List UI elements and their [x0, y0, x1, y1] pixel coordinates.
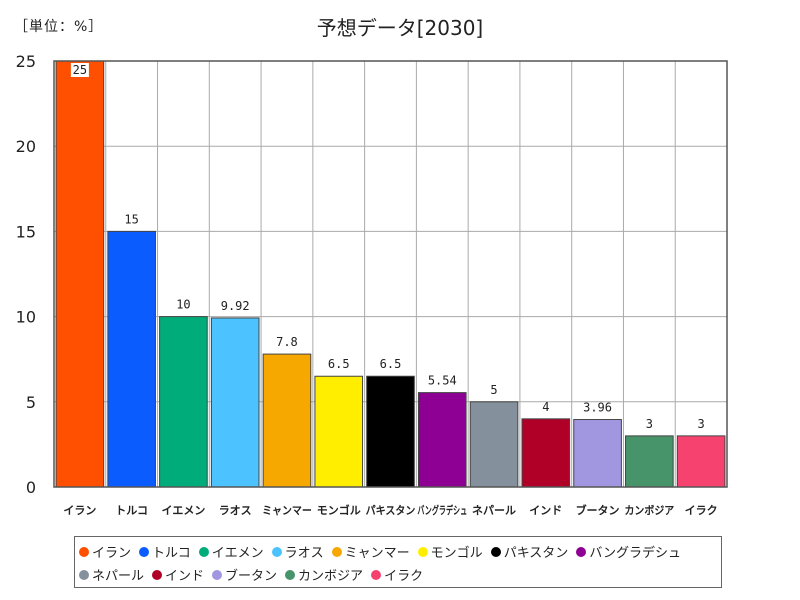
- bar: [521, 418, 571, 488]
- x-tick-label: トルコ: [115, 504, 148, 517]
- plot-frame: [53, 60, 728, 488]
- value-label-bg: [70, 63, 89, 77]
- legend-swatch: [198, 546, 209, 557]
- value-label: 5.54: [428, 374, 457, 388]
- value-label: 9.92: [221, 299, 250, 313]
- value-label: 5: [490, 383, 497, 397]
- value-label: 3: [697, 417, 704, 431]
- x-tick-label: イラク: [685, 504, 718, 517]
- y-tick-label: 10: [16, 308, 36, 327]
- value-label: 4: [542, 400, 549, 414]
- legend-item: パキスタン: [490, 540, 569, 563]
- legend-swatch: [331, 546, 342, 557]
- legend-label: ブータン: [225, 569, 278, 584]
- value-label: 6.5: [380, 357, 402, 371]
- x-tick-label: インド: [529, 504, 562, 517]
- bar: [417, 392, 467, 488]
- value-label: 10: [176, 298, 190, 312]
- bar: [107, 230, 156, 488]
- x-tick-label: バングラデシュ: [417, 503, 467, 517]
- bar: [210, 317, 260, 488]
- legend-item: ミャンマー: [331, 540, 410, 563]
- bar: [366, 375, 415, 488]
- legend-swatch: [490, 546, 501, 557]
- legend-item: モンゴル: [417, 540, 483, 563]
- legend-swatch: [285, 569, 296, 580]
- legend-swatch: [371, 569, 382, 580]
- x-tick-label: ラオス: [219, 504, 252, 517]
- legend-swatch: [152, 569, 163, 580]
- legend-label: ネパール: [92, 569, 145, 584]
- y-axis-ticks: 0 5 10 15 20 25: [16, 52, 36, 497]
- legend-item: ラオス: [271, 540, 324, 563]
- legend-swatch: [79, 546, 89, 557]
- chart-title: 予想データ[2030]: [316, 16, 484, 40]
- legend-swatch: [417, 546, 428, 557]
- unit-label: ［単位：%］: [14, 19, 104, 35]
- bar: [469, 401, 519, 488]
- legend-label: イエメン: [211, 546, 264, 561]
- legend-swatch: [576, 546, 587, 557]
- legend-item: インド: [152, 563, 204, 586]
- legend-label: パキスタン: [503, 546, 569, 561]
- legend-label: トルコ: [152, 546, 191, 561]
- value-label: 15: [124, 212, 138, 226]
- legend-label: ミャンマー: [344, 546, 410, 561]
- x-tick-label: カンボジア: [624, 503, 674, 517]
- bar: [573, 419, 622, 488]
- x-tick-label: モンゴル: [317, 503, 361, 517]
- legend-item: イラク: [371, 563, 423, 586]
- bar: [625, 435, 674, 488]
- y-tick-label: 0: [26, 478, 36, 497]
- x-tick-label: イエメン: [161, 504, 205, 517]
- legend-item: バングラデシュ: [576, 540, 681, 563]
- legend-item: ブータン: [212, 563, 277, 586]
- bars: [55, 60, 726, 488]
- x-tick-label: パキスタン: [366, 504, 416, 517]
- legend-item: イラン: [79, 540, 131, 563]
- legend-item: イエメン: [198, 540, 264, 563]
- bar: [314, 375, 364, 488]
- bar: [55, 60, 105, 488]
- value-label: 3.96: [583, 401, 612, 415]
- x-tick-label: ネパール: [472, 504, 516, 517]
- value-label: 3: [646, 417, 653, 431]
- x-tick-label: イラン: [63, 504, 96, 517]
- legend-swatch: [139, 546, 150, 557]
- legend: イラン トルコ イエメン ラオス ミャンマー モンゴル パキスタン バングラデシュネパール イン…: [74, 536, 722, 588]
- legend-label: インド: [165, 569, 205, 584]
- value-label: 25: [73, 63, 87, 77]
- legend-swatch: [79, 569, 89, 580]
- legend-label: ラオス: [284, 546, 324, 561]
- legend-label: イラク: [384, 569, 424, 584]
- legend-label: モンゴル: [430, 546, 483, 561]
- legend-label: イラン: [92, 546, 132, 561]
- y-tick-label: 25: [16, 52, 36, 71]
- x-tick-label: ブータン: [576, 503, 620, 517]
- value-label: 6.5: [328, 357, 350, 371]
- y-tick-label: 15: [16, 222, 36, 241]
- bar: [676, 435, 726, 488]
- value-labels: 25 15 10 9.92 7.8 6.5 6.5 5.54 5 4 3.96 3 3: [70, 63, 705, 431]
- y-tick-label: 5: [26, 393, 36, 412]
- legend-swatch: [271, 546, 282, 557]
- value-label: 7.8: [276, 335, 298, 349]
- x-tick-label: ミャンマー: [262, 504, 312, 517]
- legend-label: バングラデシュ: [589, 546, 681, 561]
- legend-item: トルコ: [139, 540, 191, 563]
- bar: [159, 316, 208, 488]
- legend-item: ネパール: [79, 563, 144, 586]
- y-tick-label: 20: [16, 137, 36, 156]
- legend-swatch: [212, 569, 223, 580]
- bar: [262, 353, 312, 488]
- legend-label: カンボジア: [298, 569, 364, 584]
- legend-item: カンボジア: [285, 563, 363, 586]
